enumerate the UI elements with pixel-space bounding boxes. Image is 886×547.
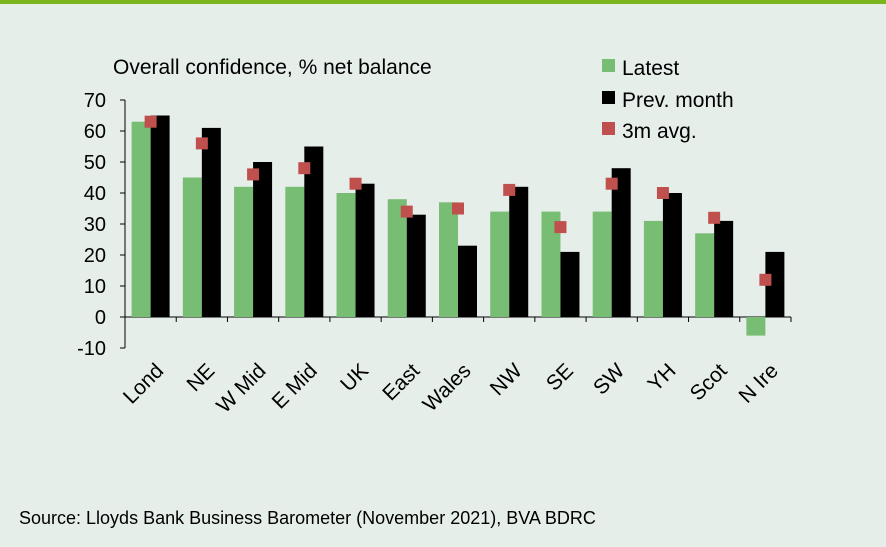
bar-latest: [387, 199, 407, 317]
bar-latest: [746, 317, 766, 336]
bar-latest: [131, 121, 151, 317]
bar-latest: [182, 177, 202, 317]
y-tick-label: 50: [84, 152, 106, 174]
legend-swatch-latest: [602, 59, 615, 72]
x-tick-label: N Ire: [734, 359, 782, 407]
bar-prev-month: [150, 115, 170, 317]
marker-3m-avg: [144, 115, 157, 128]
legend-label: Prev. month: [622, 89, 734, 112]
marker-3m-avg: [759, 273, 772, 286]
marker-3m-avg: [195, 137, 208, 150]
chart-title: Overall confidence, % net balance: [113, 56, 432, 79]
y-tick-label: 20: [84, 245, 106, 267]
x-tick-label: UK: [336, 359, 373, 396]
marker-3m-avg: [503, 183, 516, 196]
x-tick-label: E Mid: [268, 359, 322, 413]
avg-markers: [144, 115, 772, 286]
y-tick-label: -10: [77, 338, 106, 360]
legend-swatch-3m-avg: [602, 122, 615, 135]
legend-swatch-prev-month: [602, 91, 615, 104]
marker-3m-avg: [656, 187, 669, 199]
bar-prev-month: [611, 168, 631, 317]
x-tick-label: NW: [486, 359, 527, 400]
x-tick-label: Lond: [119, 359, 168, 408]
bars: [131, 115, 785, 336]
y-tick-label: 30: [84, 214, 106, 236]
bar-latest: [490, 211, 510, 317]
bar-prev-month: [304, 146, 324, 317]
bar-prev-month: [458, 245, 477, 317]
x-tick-label: YH: [644, 359, 681, 396]
marker-3m-avg: [708, 211, 721, 224]
bar-latest: [439, 202, 458, 317]
bar-prev-month: [509, 186, 529, 317]
y-tick-label: 40: [84, 183, 106, 205]
bar-latest: [643, 220, 663, 317]
x-tick-label: Scot: [686, 359, 732, 405]
bar-latest: [695, 233, 715, 317]
x-tick-label: W Mid: [212, 359, 270, 417]
bar-prev-month: [662, 193, 682, 317]
bar-latest: [592, 211, 612, 317]
bar-prev-month: [560, 251, 580, 317]
marker-3m-avg: [605, 177, 618, 190]
x-tick-label: SE: [542, 359, 578, 395]
y-tick-label: 60: [84, 121, 106, 143]
y-tick-label: 0: [95, 307, 106, 329]
bar-prev-month: [253, 162, 273, 317]
top-accent-rule: [0, 0, 886, 4]
bar-prev-month: [406, 214, 426, 317]
y-tick-label: 10: [84, 276, 106, 298]
x-tick-label: East: [378, 359, 424, 405]
bar-prev-month: [714, 220, 734, 317]
bar-latest: [336, 193, 356, 317]
x-tick-label: Wales: [419, 359, 476, 416]
bar-prev-month: [201, 127, 221, 318]
bar-latest: [541, 211, 561, 317]
legend-label: 3m avg.: [622, 120, 697, 143]
x-tick-label: NE: [182, 359, 219, 396]
y-tick-label: 70: [84, 90, 106, 112]
legend-label: Latest: [622, 57, 679, 80]
legend: Latest Prev. month 3m avg.: [602, 57, 734, 143]
bar-prev-month: [355, 183, 375, 317]
marker-3m-avg: [452, 202, 464, 215]
marker-3m-avg: [247, 168, 260, 181]
x-tick-label: SW: [589, 359, 629, 399]
bar-latest: [285, 186, 305, 317]
marker-3m-avg: [400, 205, 413, 218]
marker-3m-avg: [298, 162, 311, 175]
marker-3m-avg: [554, 221, 567, 234]
bar-prev-month: [765, 251, 785, 317]
marker-3m-avg: [349, 177, 362, 190]
bar-latest: [234, 186, 254, 317]
source-note: Source: Lloyds Bank Business Barometer (…: [19, 508, 596, 528]
